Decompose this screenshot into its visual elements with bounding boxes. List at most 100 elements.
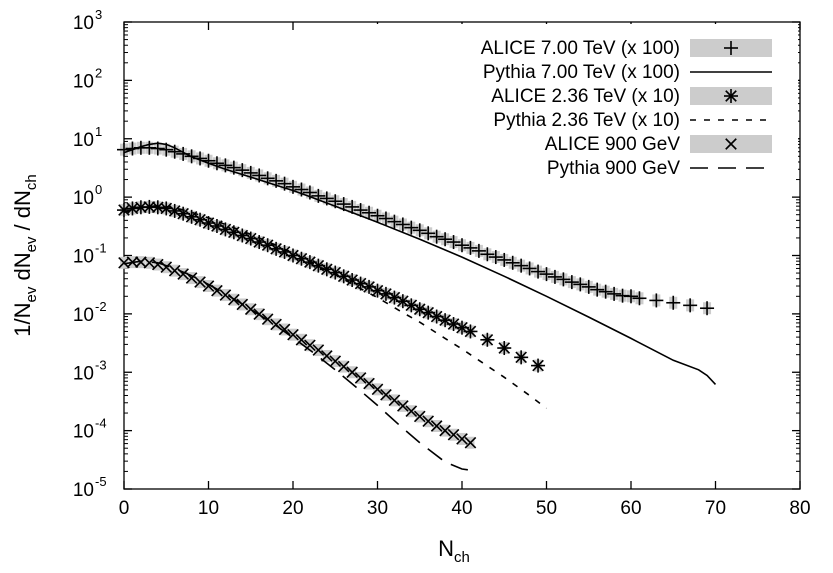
data-point bbox=[522, 261, 537, 276]
data-point bbox=[395, 217, 410, 232]
data-point bbox=[371, 383, 384, 396]
y-tick-label: 10 bbox=[73, 130, 94, 151]
data-point bbox=[388, 394, 401, 407]
legend-label: ALICE 2.36 TeV (x 10) bbox=[491, 86, 680, 107]
data-point bbox=[456, 433, 468, 445]
data-point bbox=[724, 89, 738, 103]
data-point bbox=[480, 247, 495, 262]
series-3 bbox=[123, 204, 547, 410]
series-2 bbox=[117, 199, 546, 373]
data-point bbox=[194, 276, 206, 288]
marker-stroke bbox=[422, 415, 435, 428]
data-point bbox=[430, 420, 443, 432]
y-tick-label: 10 bbox=[73, 13, 94, 34]
data-point bbox=[345, 199, 360, 214]
marker-stroke bbox=[270, 318, 282, 331]
y-tick-label: 10 bbox=[73, 422, 94, 443]
marker-stroke bbox=[413, 303, 426, 316]
marker-stroke bbox=[413, 410, 426, 423]
legend: ALICE 7.00 TeV (x 100) Pythia 7.00 TeV (x… bbox=[344, 24, 798, 179]
data-point bbox=[666, 295, 681, 310]
marker-stroke bbox=[464, 325, 477, 338]
data-point bbox=[219, 289, 232, 301]
marker-stroke bbox=[456, 321, 468, 334]
marker-stroke bbox=[160, 261, 173, 274]
marker-stroke bbox=[211, 284, 223, 297]
marker-stroke bbox=[371, 383, 384, 396]
data-point bbox=[556, 272, 571, 287]
data-point bbox=[683, 298, 698, 313]
y-tick-exponent: -5 bbox=[95, 474, 107, 489]
y-tick-label: 10 bbox=[73, 480, 94, 501]
marker-stroke bbox=[261, 239, 274, 252]
data-point bbox=[455, 238, 469, 253]
data-point bbox=[159, 201, 174, 216]
data-point bbox=[422, 415, 435, 428]
marker-stroke bbox=[151, 258, 164, 271]
data-point bbox=[244, 303, 257, 316]
marker-stroke bbox=[304, 339, 316, 352]
marker-stroke bbox=[244, 303, 257, 316]
data-point bbox=[624, 289, 638, 304]
data-point bbox=[464, 436, 477, 449]
marker-stroke bbox=[329, 355, 342, 367]
x-tick-label: 60 bbox=[620, 498, 641, 519]
data-point bbox=[320, 350, 333, 362]
legend-item: ALICE 900 GeV bbox=[545, 134, 772, 155]
marker-stroke bbox=[405, 405, 418, 418]
series-layer bbox=[117, 140, 717, 471]
data-point bbox=[505, 255, 520, 270]
marker-stroke bbox=[202, 280, 215, 292]
marker-stroke bbox=[422, 306, 435, 319]
data-point bbox=[287, 328, 299, 341]
y-tick-exponent: -3 bbox=[95, 357, 107, 372]
legend-label: ALICE 900 GeV bbox=[545, 134, 681, 155]
data-point bbox=[447, 428, 460, 441]
series-0 bbox=[117, 140, 715, 316]
data-point bbox=[573, 277, 588, 292]
y-tick-label: 10 bbox=[73, 247, 94, 268]
data-point bbox=[632, 291, 647, 306]
data-point bbox=[370, 208, 385, 223]
series-line bbox=[123, 204, 547, 410]
data-point bbox=[547, 269, 562, 284]
marker-stroke bbox=[295, 333, 308, 346]
data-point bbox=[463, 324, 478, 339]
marker-stroke bbox=[447, 318, 460, 330]
data-point bbox=[209, 156, 224, 171]
data-point bbox=[363, 377, 375, 390]
marker-stroke bbox=[456, 433, 468, 445]
marker-stroke bbox=[202, 217, 215, 229]
data-point bbox=[362, 205, 377, 220]
series-1 bbox=[123, 142, 717, 385]
series-4 bbox=[118, 256, 477, 449]
x-tick-label: 30 bbox=[367, 498, 388, 519]
marker-stroke bbox=[329, 266, 342, 279]
y-axis-label: 1/Nev dNev / dNch bbox=[10, 174, 40, 337]
data-point bbox=[480, 332, 495, 347]
marker-stroke bbox=[363, 281, 375, 293]
data-point bbox=[413, 410, 426, 423]
x-tick-label: 10 bbox=[198, 498, 219, 519]
marker-stroke bbox=[337, 270, 350, 283]
marker-stroke bbox=[244, 232, 257, 245]
marker-stroke bbox=[177, 207, 189, 220]
data-point bbox=[404, 220, 419, 235]
marker-stroke bbox=[388, 291, 401, 304]
y-tick-label: 10 bbox=[73, 188, 94, 209]
data-point bbox=[312, 344, 325, 356]
data-point bbox=[117, 142, 131, 157]
marker-stroke bbox=[354, 372, 367, 384]
marker-stroke bbox=[354, 277, 367, 290]
y-tick-exponent: 2 bbox=[95, 65, 102, 80]
data-point bbox=[429, 229, 444, 244]
data-point bbox=[439, 424, 451, 437]
marker-stroke bbox=[371, 284, 384, 297]
data-point bbox=[295, 333, 308, 346]
y-tick-exponent: 1 bbox=[95, 124, 102, 139]
legend-box: ALICE 7.00 TeV (x 100) Pythia 7.00 TeV (x… bbox=[344, 24, 798, 179]
data-point bbox=[346, 366, 358, 379]
marker-stroke bbox=[515, 351, 527, 364]
marker-stroke bbox=[498, 342, 511, 354]
data-point bbox=[598, 284, 613, 299]
